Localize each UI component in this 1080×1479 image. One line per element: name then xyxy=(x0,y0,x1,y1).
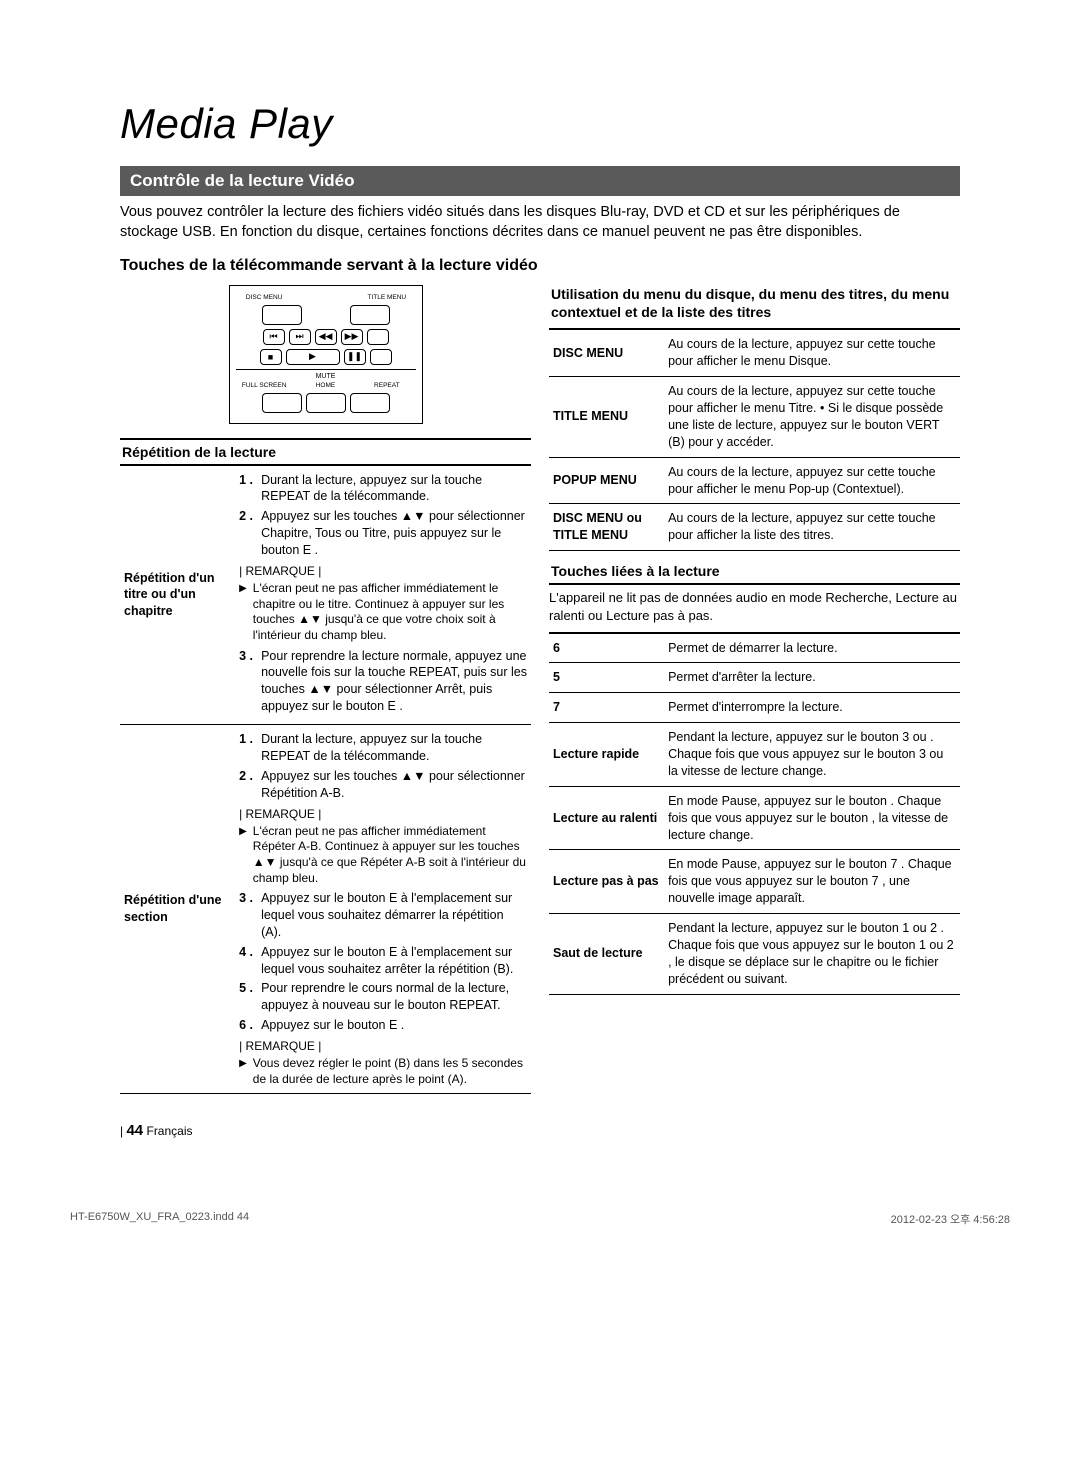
right-column: Utilisation du menu du disque, du menu d… xyxy=(549,285,960,1095)
menu-key: TITLE MENU xyxy=(549,377,664,458)
page-language: Français xyxy=(146,1124,192,1138)
play-desc: En mode Pause, appuyez sur le bouton . C… xyxy=(664,786,960,850)
blank-btn xyxy=(367,329,389,345)
print-file: HT-E6750W_XU_FRA_0223.indd 44 xyxy=(70,1211,249,1227)
step-text: Durant la lecture, appuyez sur la touche… xyxy=(261,472,527,506)
remote-label-home: HOME xyxy=(297,382,354,389)
pause-icon: ❚❚ xyxy=(344,349,366,365)
manual-page: Media Play Contrôle de la lecture Vidéo … xyxy=(0,0,1080,1199)
forward-icon: ▶▶ xyxy=(341,329,363,345)
remote-label-title-menu: TITLE MENU xyxy=(358,294,415,301)
menu-table: DISC MENUAu cours de la lecture, appuyez… xyxy=(549,330,960,551)
playback-table: 6Permet de démarrer la lecture.5Permet d… xyxy=(549,632,960,995)
remote-label-fullscreen: FULL SCREEN xyxy=(236,382,293,389)
remark-text: Vous devez régler le point (B) dans les … xyxy=(253,1056,527,1087)
repeat-title-chapter-steps: 1 .Durant la lecture, appuyez sur la tou… xyxy=(235,466,531,725)
remote-diagram: DISC MENU TITLE MENU ⏮ ⏭ ◀◀ ▶▶ xyxy=(229,285,423,424)
subheading: Touches de la télécommande servant à la … xyxy=(120,257,960,275)
menu-usage-title: Utilisation du menu du disque, du menu d… xyxy=(549,285,960,331)
repeat-playback-title: Répétition de la lecture xyxy=(120,438,531,466)
play-desc: Pendant la lecture, appuyez sur le bouto… xyxy=(664,723,960,787)
print-metadata: HT-E6750W_XU_FRA_0223.indd 44 2012-02-23… xyxy=(0,1199,1080,1247)
play-key: 5 xyxy=(549,663,664,693)
play-key: Lecture pas à pas xyxy=(549,850,664,914)
step-text: Appuyez sur les touches ▲▼ pour sélectio… xyxy=(261,508,527,559)
menu-desc: Au cours de la lecture, appuyez sur cett… xyxy=(664,330,960,376)
play-desc: Pendant la lecture, appuyez sur le bouto… xyxy=(664,914,960,995)
menu-desc: Au cours de la lecture, appuyez sur cett… xyxy=(664,457,960,504)
menu-desc: Au cours de la lecture, appuyez sur cett… xyxy=(664,504,960,551)
play-desc: Permet d'interrompre la lecture. xyxy=(664,693,960,723)
play-key: Lecture rapide xyxy=(549,723,664,787)
repeat-title-chapter-label: Répétition d'un titre ou d'un chapitre xyxy=(120,466,235,725)
step-text: Appuyez sur les touches ▲▼ pour sélectio… xyxy=(261,768,527,802)
section-header: Contrôle de la lecture Vidéo xyxy=(120,166,960,196)
intro-text: Vous pouvez contrôler la lecture des fic… xyxy=(120,202,960,243)
page-number: 44 xyxy=(126,1122,143,1139)
play-desc: Permet d'arrêter la lecture. xyxy=(664,663,960,693)
play-key: 6 xyxy=(549,633,664,663)
remote-btn-disc xyxy=(262,305,302,325)
remote-btn-home xyxy=(306,393,346,413)
left-column: DISC MENU TITLE MENU ⏮ ⏭ ◀◀ ▶▶ xyxy=(120,285,531,1095)
remote-label-mute: MUTE xyxy=(236,373,416,380)
step-text: Durant la lecture, appuyez sur la touche… xyxy=(261,731,527,765)
page-footer: | 44 Français xyxy=(120,1122,960,1139)
remark-text: L'écran peut ne pas afficher immédiateme… xyxy=(253,581,527,643)
remark-label: | REMARQUE | xyxy=(239,1038,527,1054)
print-date: 2012-02-23 오후 4:56:28 xyxy=(891,1211,1010,1227)
remote-label-repeat: REPEAT xyxy=(358,382,415,389)
repeat-section-label: Répétition d'une section xyxy=(120,725,235,1094)
step-text: Pour reprendre la lecture normale, appuy… xyxy=(261,648,527,716)
remote-btn-fullscreen xyxy=(262,393,302,413)
triangle-icon: ▶ xyxy=(239,824,247,886)
step-text: Pour reprendre le cours normal de la lec… xyxy=(261,980,527,1014)
playback-keys-title: Touches liées à la lecture xyxy=(549,559,960,585)
next-track-icon: ⏭ xyxy=(289,329,311,345)
remark-label: | REMARQUE | xyxy=(239,806,527,822)
play-desc: Permet de démarrer la lecture. xyxy=(664,633,960,663)
triangle-icon: ▶ xyxy=(239,581,247,643)
menu-key: POPUP MENU xyxy=(549,457,664,504)
play-desc: En mode Pause, appuyez sur le bouton 7 .… xyxy=(664,850,960,914)
play-key: 7 xyxy=(549,693,664,723)
triangle-icon: ▶ xyxy=(239,1056,247,1087)
repeat-section-steps: 1 .Durant la lecture, appuyez sur la tou… xyxy=(235,725,531,1094)
remark-label: | REMARQUE | xyxy=(239,563,527,579)
rewind-icon: ◀◀ xyxy=(315,329,337,345)
step-text: Appuyez sur le bouton E . xyxy=(261,1017,527,1034)
prev-track-icon: ⏮ xyxy=(263,329,285,345)
menu-key: DISC MENU xyxy=(549,330,664,376)
play-icon: ▶ xyxy=(286,349,340,365)
repeat-table: Répétition d'un titre ou d'un chapitre 1… xyxy=(120,466,531,1095)
two-column-layout: DISC MENU TITLE MENU ⏮ ⏭ ◀◀ ▶▶ xyxy=(120,285,960,1095)
remark-text: L'écran peut ne pas afficher immédiateme… xyxy=(253,824,527,886)
playback-keys-note: L'appareil ne lit pas de données audio e… xyxy=(549,589,960,625)
step-text: Appuyez sur le bouton E à l'emplacement … xyxy=(261,890,527,941)
page-title: Media Play xyxy=(120,100,960,148)
remote-btn-repeat xyxy=(350,393,390,413)
blank-btn-2 xyxy=(370,349,392,365)
remote-btn-title xyxy=(350,305,390,325)
stop-icon: ■ xyxy=(260,349,282,365)
menu-key: DISC MENU ou TITLE MENU xyxy=(549,504,664,551)
step-text: Appuyez sur le bouton E à l'emplacement … xyxy=(261,944,527,978)
menu-desc: Au cours de la lecture, appuyez sur cett… xyxy=(664,377,960,458)
remote-label-disc-menu: DISC MENU xyxy=(236,294,293,301)
play-key: Saut de lecture xyxy=(549,914,664,995)
play-key: Lecture au ralenti xyxy=(549,786,664,850)
